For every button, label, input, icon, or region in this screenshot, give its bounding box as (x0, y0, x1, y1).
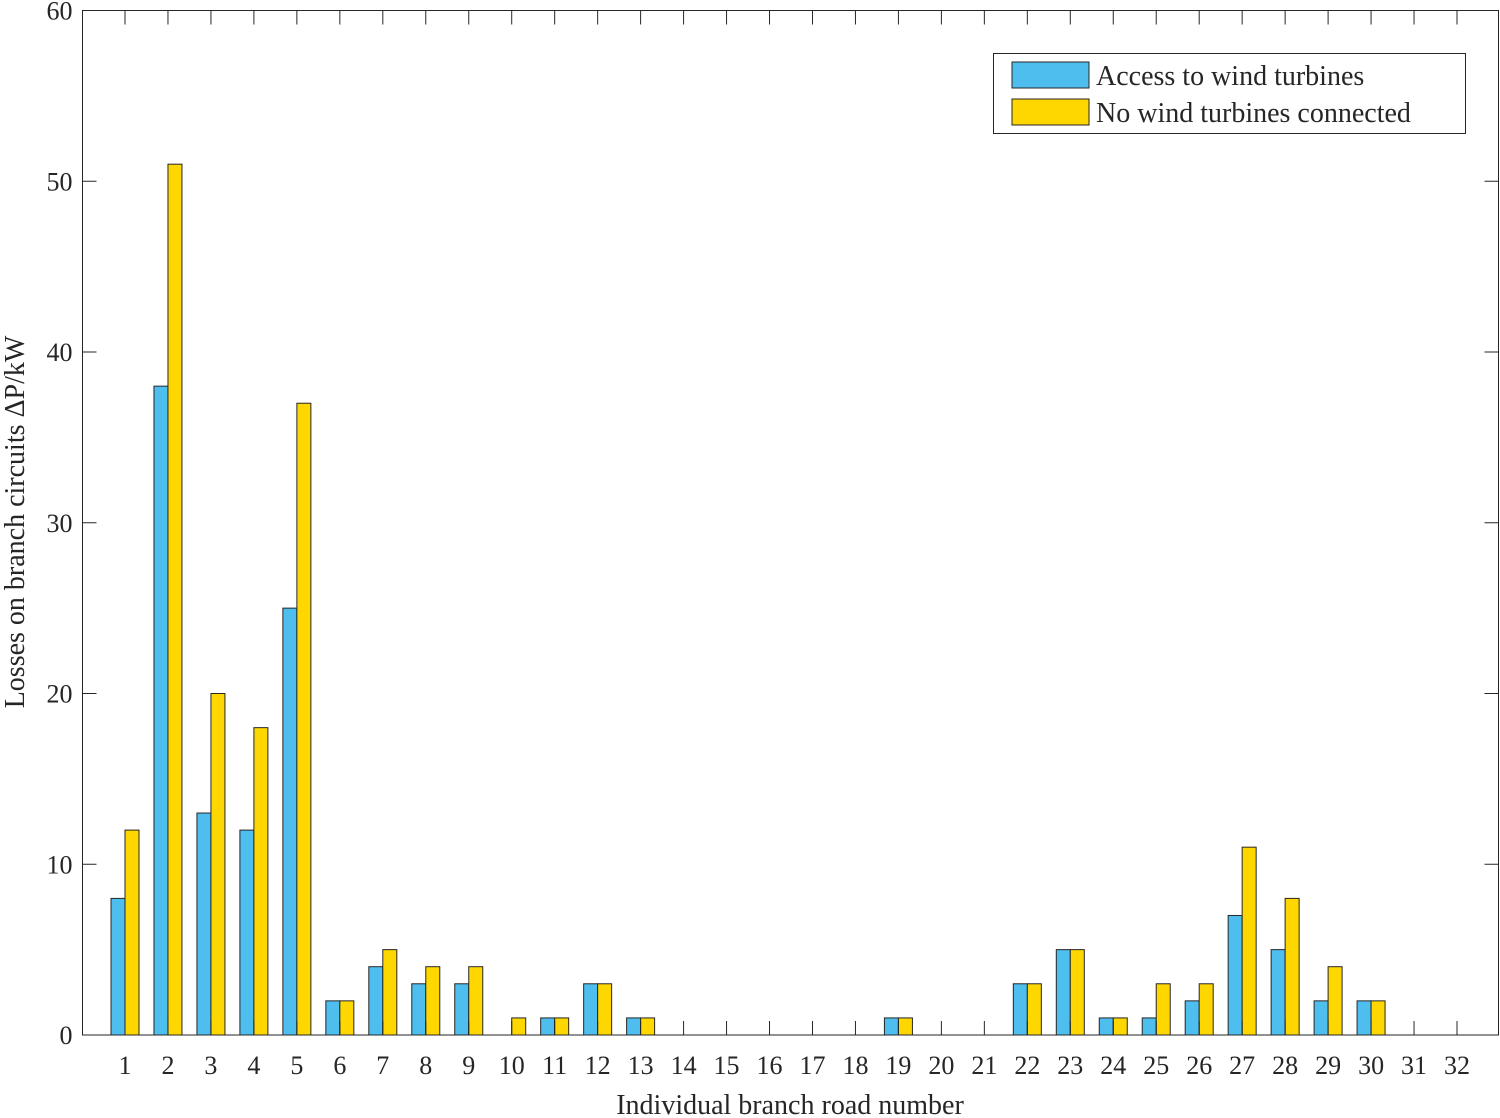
x-tick-label: 2 (161, 1051, 174, 1080)
bar-no-wind-3 (210, 693, 226, 1036)
x-axis-label: Individual branch road number (616, 1090, 964, 1118)
bar-no-wind-6 (339, 1000, 355, 1036)
bar-access-23 (1055, 949, 1071, 1036)
bar-no-wind-13 (640, 1017, 656, 1036)
bar-access-22 (1012, 983, 1028, 1036)
bar-no-wind-30 (1370, 1000, 1386, 1036)
bar-no-wind-1 (124, 829, 140, 1036)
legend: Access to wind turbines No wind turbines… (993, 53, 1466, 134)
bar-no-wind-10 (511, 1017, 527, 1036)
y-tick-label: 20 (47, 680, 73, 709)
bar-no-wind-25 (1155, 983, 1171, 1036)
x-tick-label: 32 (1444, 1051, 1470, 1080)
bar-no-wind-28 (1284, 897, 1300, 1036)
bar-no-wind-12 (597, 983, 613, 1036)
bar-no-wind-29 (1327, 966, 1343, 1036)
bar-access-8 (411, 983, 427, 1036)
x-tick-label: 17 (799, 1051, 825, 1080)
bar-access-9 (454, 983, 470, 1036)
bar-access-24 (1098, 1017, 1114, 1036)
bar-access-26 (1184, 1000, 1200, 1036)
bar-access-19 (883, 1017, 899, 1036)
x-tick-label: 3 (204, 1051, 217, 1080)
x-tick-label: 11 (542, 1051, 567, 1080)
x-tick-label: 28 (1272, 1051, 1298, 1080)
x-tick-label: 9 (462, 1051, 475, 1080)
y-tick-label: 30 (47, 509, 73, 538)
bar-access-5 (282, 607, 298, 1036)
bar-access-13 (626, 1017, 642, 1036)
legend-swatch-no-wind (1011, 98, 1090, 126)
x-tick-label: 4 (247, 1051, 260, 1080)
y-tick-label: 0 (60, 1021, 73, 1050)
x-tick-label: 6 (333, 1051, 346, 1080)
bar-no-wind-7 (382, 949, 398, 1036)
bar-access-11 (540, 1017, 556, 1036)
bar-no-wind-27 (1241, 846, 1257, 1036)
bar-no-wind-9 (468, 966, 484, 1036)
bar-no-wind-11 (554, 1017, 570, 1036)
bar-access-2 (153, 385, 169, 1036)
x-tick-label: 7 (376, 1051, 389, 1080)
x-tick-label: 13 (628, 1051, 654, 1080)
bar-access-12 (583, 983, 599, 1036)
y-axis: 0 10 20 30 40 50 60 (47, 0, 1499, 1050)
x-tick-label: 29 (1315, 1051, 1341, 1080)
bar-access-7 (368, 966, 384, 1036)
bar-no-wind-4 (253, 727, 269, 1036)
legend-label-no-wind: No wind turbines connected (1096, 98, 1411, 129)
bar-no-wind-24 (1112, 1017, 1128, 1036)
bar-access-28 (1270, 949, 1286, 1036)
y-axis-label: Losses on branch circuits ΔP/kW (0, 335, 31, 708)
bar-no-wind-2 (167, 163, 183, 1036)
x-tick-label: 8 (419, 1051, 432, 1080)
x-tick-label: 24 (1100, 1051, 1126, 1080)
bar-no-wind-8 (425, 966, 441, 1036)
bar-access-1 (110, 897, 126, 1036)
bar-access-27 (1227, 914, 1243, 1036)
x-tick-label: 14 (671, 1051, 697, 1080)
y-tick-label: 50 (47, 167, 73, 196)
bars-layer (110, 163, 1386, 1036)
bar-access-30 (1356, 1000, 1372, 1036)
x-tick-label: 19 (885, 1051, 911, 1080)
bar-access-29 (1313, 1000, 1329, 1036)
bar-no-wind-19 (897, 1017, 913, 1036)
x-tick-label: 20 (928, 1051, 954, 1080)
bar-access-6 (325, 1000, 341, 1036)
bar-access-25 (1141, 1017, 1157, 1036)
y-tick-label: 60 (47, 0, 73, 26)
x-tick-label: 16 (757, 1051, 783, 1080)
x-tick-label: 12 (585, 1051, 611, 1080)
y-tick-label: 10 (47, 850, 73, 879)
bar-no-wind-23 (1069, 949, 1085, 1036)
x-tick-label: 22 (1014, 1051, 1040, 1080)
x-tick-label: 18 (842, 1051, 868, 1080)
x-tick-label: 5 (290, 1051, 303, 1080)
bar-no-wind-5 (296, 402, 312, 1036)
x-axis: 1 2 3 4 5 6 7 8 9 10 11 12 13 14 15 16 17 18 19 20 21 22 23 24 2… (119, 10, 1470, 1080)
bar-no-wind-26 (1198, 983, 1214, 1036)
x-tick-label: 1 (119, 1051, 132, 1080)
y-tick-label: 40 (47, 338, 73, 367)
x-tick-label: 21 (971, 1051, 997, 1080)
x-tick-label: 15 (714, 1051, 740, 1080)
x-tick-label: 25 (1143, 1051, 1169, 1080)
legend-label-access: Access to wind turbines (1096, 61, 1364, 92)
x-tick-label: 31 (1401, 1051, 1427, 1080)
x-tick-label: 30 (1358, 1051, 1384, 1080)
x-tick-label: 10 (499, 1051, 525, 1080)
x-tick-label: 26 (1186, 1051, 1212, 1080)
bar-access-3 (196, 812, 212, 1036)
legend-swatch-access (1011, 61, 1090, 89)
bar-no-wind-22 (1026, 983, 1042, 1036)
x-tick-label: 27 (1229, 1051, 1255, 1080)
bar-access-4 (239, 829, 255, 1036)
x-tick-label: 23 (1057, 1051, 1083, 1080)
